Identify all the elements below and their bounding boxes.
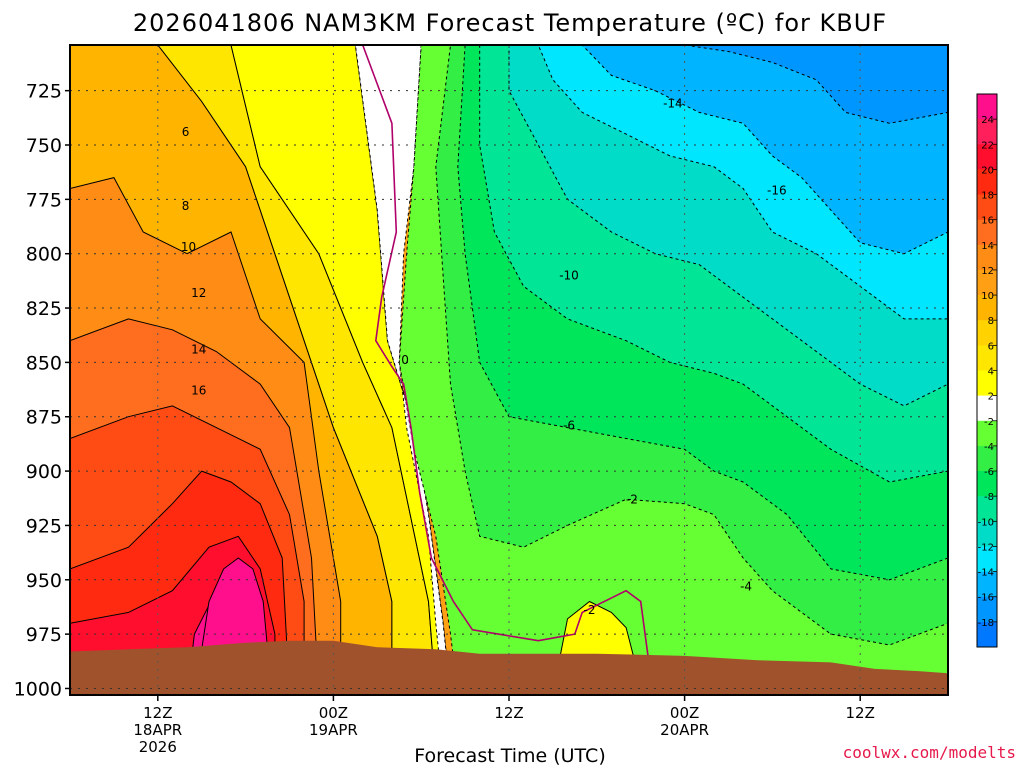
colorbar-label: -8: [984, 492, 994, 503]
contour-label: -2: [583, 603, 595, 617]
colorbar-label: 6: [988, 341, 994, 352]
colorbar-swatch: [977, 471, 997, 497]
x-tick-label: 20APR: [660, 721, 709, 739]
colorbar-label: -10: [978, 517, 994, 528]
y-tick-label: 875: [26, 407, 62, 429]
contour-label: 8: [182, 199, 190, 213]
temperature-band-neg2: [354, 45, 452, 695]
temperature-band-2: [230, 45, 452, 695]
colorbar-label: 24: [981, 115, 994, 126]
colorbar-label: 12: [981, 266, 994, 277]
colorbar-swatch: [977, 270, 997, 296]
freezing-line: [361, 45, 649, 657]
ground-terrain: [70, 640, 948, 695]
colorbar-label: 22: [981, 140, 994, 151]
colorbar-label: 2: [988, 392, 994, 403]
colorbar-swatch: [977, 119, 997, 145]
colorbar-label: -14: [978, 568, 994, 579]
colorbar-swatch: [977, 169, 997, 195]
y-tick-label: 800: [26, 244, 62, 266]
plot-area: 6 8 10 12 14 16 0 -14 -16 -10 -6 -2 -2 -4: [70, 45, 948, 695]
contour-label: 6: [182, 125, 190, 139]
contour-label: -6: [563, 418, 575, 432]
colorbar-swatch: [977, 370, 997, 397]
colorbar-swatch: [977, 94, 997, 120]
y-tick-label: 975: [26, 624, 62, 646]
x-axis-label: Forecast Time (UTC): [414, 745, 605, 767]
colorbar-label: -18: [978, 618, 994, 629]
y-tick-label: 1000: [14, 678, 62, 700]
y-tick-label: 725: [26, 81, 62, 103]
chart-title: 2026041806 NAM3KM Forecast Temperature (…: [133, 9, 887, 37]
colorbar-swatch: [977, 596, 997, 623]
x-tick-label: 12Z: [846, 704, 875, 722]
y-tick-label: 950: [26, 570, 62, 592]
colorbar-swatch: [977, 546, 997, 573]
x-tick-label: 18APR: [133, 721, 182, 739]
colorbar-label: 16: [981, 216, 994, 227]
colorbar-swatch: [977, 420, 997, 447]
colorbar-swatch: [977, 295, 997, 321]
colorbar-label: -16: [978, 593, 994, 604]
contour-label: -4: [740, 579, 752, 593]
y-tick-label: 925: [26, 515, 62, 537]
temperature-band-neg18: [684, 45, 948, 124]
colorbar-label: 8: [988, 316, 994, 327]
colorbar-label: -6: [984, 467, 994, 478]
contour-label: 16: [191, 384, 206, 398]
colorbar-swatch: [977, 144, 997, 170]
colorbar-swatch: [977, 244, 997, 271]
x-tick-label: 2026: [139, 738, 177, 756]
y-tick-label: 750: [26, 135, 62, 157]
contour-label: -14: [663, 97, 683, 111]
colorbar-swatch: [977, 621, 997, 648]
contour-label: 10: [181, 240, 196, 254]
x-tick-label: 12Z: [143, 704, 172, 722]
colorbar-swatch: [977, 219, 997, 246]
y-tick-label: 900: [26, 461, 62, 483]
colorbar-swatch: [977, 345, 997, 371]
contour-label: -10: [559, 268, 579, 282]
credit-link[interactable]: coolwx.com/modelts: [843, 743, 1016, 762]
colorbar-label: 10: [981, 291, 994, 302]
contour-label: 12: [191, 286, 206, 300]
colorbar-swatch: [977, 320, 997, 346]
contour-label: 0: [401, 353, 409, 367]
y-tick-label: 825: [26, 298, 62, 320]
colorbar-label: -2: [984, 417, 994, 428]
colorbar-label: 20: [981, 165, 994, 176]
colorbar-label: -12: [978, 542, 994, 553]
colorbar-swatch: [977, 445, 997, 472]
colorbar-swatch: [977, 194, 997, 221]
colorbar-swatch: [977, 395, 997, 422]
x-tick-label: 19APR: [309, 721, 358, 739]
colorbar-label: 4: [988, 367, 994, 378]
x-tick-label: 00Z: [319, 704, 348, 722]
axes: 725 750 775 800 825 850 875 900 925 950 975 1000 12Z…: [14, 81, 875, 756]
colorbar-label: 18: [981, 191, 994, 202]
contour-label: -16: [767, 184, 787, 198]
x-tick-label: 12Z: [494, 704, 523, 722]
colorbar-swatch: [977, 521, 997, 547]
y-tick-label: 850: [26, 352, 62, 374]
colorbar-label: -4: [984, 442, 994, 453]
hot-core-region: [201, 557, 269, 650]
contour-label: 14: [191, 342, 206, 356]
contour-label: -2: [626, 492, 638, 506]
y-tick-label: 775: [26, 189, 62, 211]
colorbar-swatch: [977, 571, 997, 598]
x-tick-label: 00Z: [670, 704, 699, 722]
colorbar: 24 22 20 18 16 14 12 10 8 6 4 2 -2 -4 -6 -8 -10 -12 -14 -16…: [976, 93, 998, 648]
colorbar-swatch: [977, 496, 997, 522]
colorbar-label: 14: [981, 241, 994, 252]
